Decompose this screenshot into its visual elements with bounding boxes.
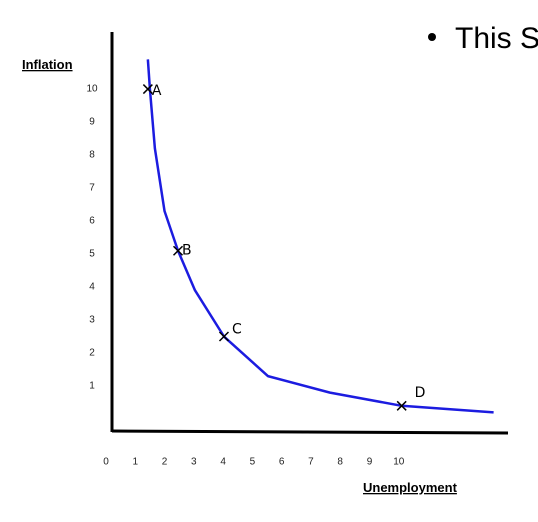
x-tick-label: 2	[162, 457, 168, 468]
point-label: A	[152, 83, 162, 99]
y-tick-label: 4	[89, 282, 95, 293]
curve	[146, 59, 494, 414]
x-axis	[111, 429, 509, 435]
y-tick-label: 1	[89, 381, 95, 392]
y-tick-label: 3	[89, 315, 95, 326]
y-tick-label: 2	[89, 348, 95, 359]
x-tick-label: 3	[191, 457, 197, 468]
x-tick-label: 0	[103, 457, 109, 468]
y-tick-label: 8	[89, 150, 95, 161]
x-tick-label: 4	[220, 457, 226, 468]
y-tick-label: 5	[89, 249, 95, 260]
x-tick-label: 8	[337, 457, 343, 468]
point-label: D	[415, 385, 426, 401]
y-tick-label: 7	[89, 183, 95, 194]
y-tick-label: 6	[89, 216, 95, 227]
x-tick-label: 1	[132, 457, 138, 468]
x-tick-label: 10	[393, 457, 405, 468]
x-tick-label: 5	[250, 457, 256, 468]
y-axis-label: Inflation	[22, 57, 73, 72]
point-marker	[142, 84, 153, 95]
x-tick-label: 7	[308, 457, 314, 468]
slide-text: This SP	[455, 22, 538, 55]
point-marker	[396, 400, 407, 411]
point-marker	[218, 331, 230, 342]
x-tick-label: 9	[367, 457, 373, 468]
y-tick-label: 9	[89, 117, 95, 128]
point-label: C	[232, 322, 242, 338]
point-label: B	[182, 243, 192, 259]
point-marker	[172, 245, 184, 256]
bullet	[428, 33, 436, 41]
x-axis-label: Unemployment	[363, 480, 458, 495]
y-tick-label: 10	[86, 84, 98, 95]
x-tick-label: 6	[279, 457, 285, 468]
